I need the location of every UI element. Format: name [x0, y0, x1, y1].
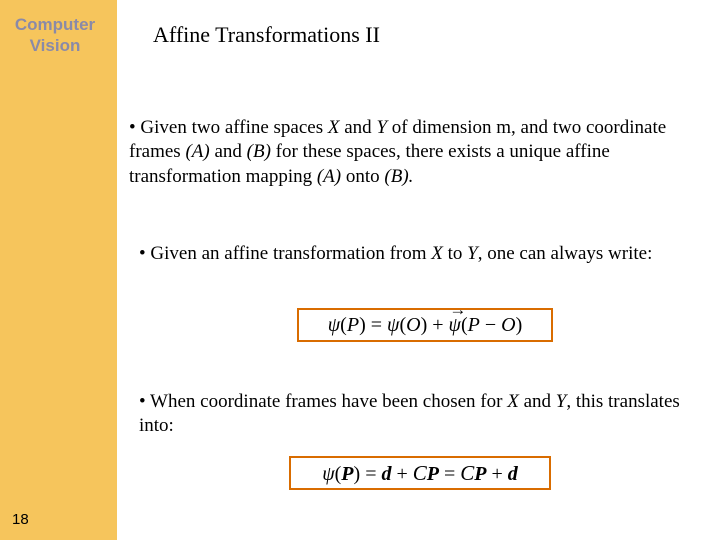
course-title: Computer Vision — [0, 14, 110, 57]
b1-A: (A) — [185, 141, 209, 162]
course-title-line1: Computer — [15, 15, 95, 34]
b2-X: X — [431, 243, 443, 264]
equation-2-box: ψ(P) = d + CP = CP + d — [289, 456, 551, 490]
equation-1: ψ(P) = ψ(O) + ψ(P − O) — [328, 314, 522, 337]
b1-B2: (B). — [384, 166, 413, 187]
eq2-C2: C — [460, 461, 474, 485]
eq1-O2: O — [501, 314, 515, 336]
eq1-P1: P — [347, 314, 359, 336]
b1-text: • Given two affine spaces — [129, 117, 328, 138]
b1-t4: and — [210, 141, 247, 162]
sidebar: Computer Vision — [0, 0, 117, 540]
eq2-eq2: = — [439, 463, 460, 485]
eq2-d1: d — [381, 463, 391, 485]
bullet-3: • When coordinate frames have been chose… — [139, 390, 719, 439]
eq1-psivec: ψ — [449, 314, 461, 337]
eq2-P2: P — [427, 463, 439, 485]
b3-t2: and — [519, 391, 556, 412]
eq1-eq: = — [366, 314, 387, 336]
b1-Y: Y — [376, 117, 387, 138]
b3-text: • When coordinate frames have been chose… — [139, 391, 507, 412]
slide: Computer Vision 18 Affine Transformation… — [0, 0, 720, 540]
eq1-O1: O — [406, 314, 420, 336]
course-title-line2: Vision — [30, 36, 81, 55]
eq2-P1: P — [341, 463, 353, 485]
eq1-psi2: ψ — [387, 314, 399, 336]
eq1-P2: P — [468, 314, 480, 336]
eq1-lp1: ( — [340, 314, 347, 336]
eq2-C1: C — [413, 461, 427, 485]
slide-title: Affine Transformations II — [153, 22, 380, 48]
b3-Y: Y — [556, 391, 567, 412]
content-area: Affine Transformations II • Given two af… — [117, 0, 720, 540]
b1-A2: (A) — [317, 166, 341, 187]
eq1-rp3: ) — [516, 314, 523, 336]
equation-1-box: ψ(P) = ψ(O) + ψ(P − O) — [297, 308, 553, 342]
b2-t3: , one can always write: — [478, 243, 653, 264]
equation-2: ψ(P) = d + CP = CP + d — [322, 461, 518, 486]
eq2-eq1: = — [360, 463, 381, 485]
eq1-plus: + — [427, 314, 448, 336]
b2-text: • Given an affine transformation from — [139, 243, 431, 264]
b2-t2: to — [443, 243, 467, 264]
b3-X: X — [507, 391, 519, 412]
eq2-plus1: + — [391, 463, 412, 485]
eq1-rp1: ) — [359, 314, 366, 336]
b2-Y: Y — [467, 243, 478, 264]
b1-X: X — [328, 117, 340, 138]
eq1-psi1: ψ — [328, 314, 340, 336]
eq1-minus: − — [480, 314, 501, 336]
bullet-2: • Given an affine transformation from X … — [139, 242, 709, 266]
eq2-P3: P — [474, 463, 486, 485]
eq2-psi: ψ — [322, 463, 334, 485]
b1-t6: onto — [341, 166, 384, 187]
b1-B: (B) — [247, 141, 271, 162]
slide-number: 18 — [12, 511, 29, 528]
eq2-d2: d — [508, 463, 518, 485]
eq2-plus2: + — [487, 463, 508, 485]
bullet-1: • Given two affine spaces X and Y of dim… — [129, 116, 719, 189]
b1-t2: and — [340, 117, 377, 138]
